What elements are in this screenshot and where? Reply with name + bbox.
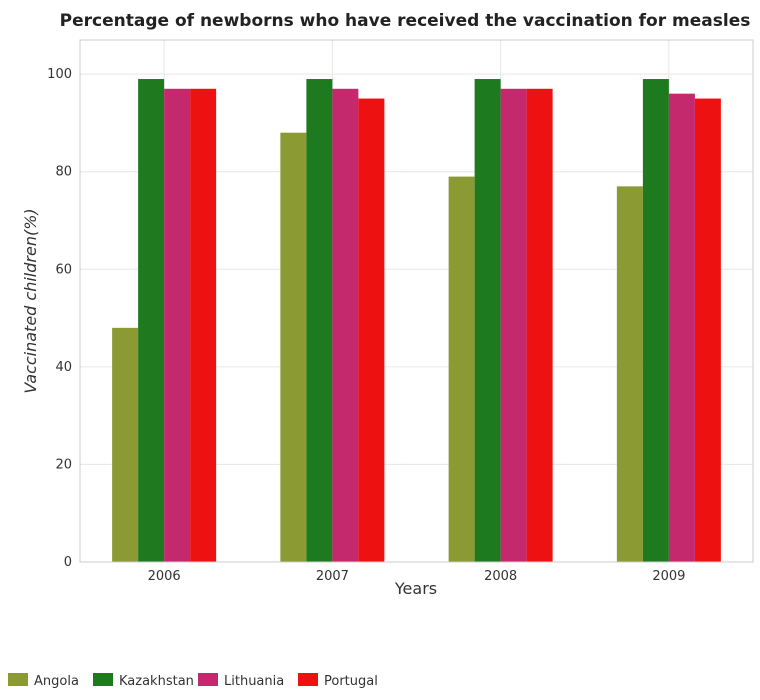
bar-angola-2009 (616, 186, 643, 562)
y-axis-label: Vaccinated children(%) (21, 208, 40, 393)
legend-label-lithuania: Lithuania (224, 674, 284, 689)
bar-portugal-2007 (358, 98, 385, 562)
legend-swatch-portugal (298, 673, 318, 686)
bars (112, 79, 721, 563)
x-tick-label: 2009 (652, 569, 685, 584)
x-axis-label: Years (394, 579, 437, 598)
plot-frame (79, 39, 754, 563)
bar-angola-2007 (280, 132, 307, 562)
legend-swatch-angola (8, 673, 28, 686)
x-axis-ticks: 2006 2007 2008 2009 (148, 569, 686, 584)
legend-label-portugal: Portugal (324, 674, 378, 689)
chart-title: Percentage of newborns who have received… (60, 11, 751, 31)
bar-lithuania-2006 (164, 88, 191, 563)
y-tick-label: 0 (64, 555, 72, 570)
legend-label-angola: Angola (34, 674, 79, 689)
bar-lithuania-2007 (332, 88, 359, 563)
bar-kazakhstan-2006 (138, 79, 165, 562)
legend: Angola Kazakhstan Lithuania Portugal (8, 673, 378, 689)
y-tick-label: 40 (55, 360, 72, 375)
bar-portugal-2009 (694, 98, 721, 562)
bar-angola-2008 (448, 176, 475, 562)
x-tick-label: 2007 (316, 569, 349, 584)
legend-swatch-kazakhstan (93, 673, 113, 686)
bar-portugal-2008 (526, 88, 553, 563)
bar-portugal-2006 (190, 88, 217, 563)
y-tick-label: 60 (55, 262, 72, 277)
bar-angola-2006 (112, 327, 139, 562)
bar-lithuania-2009 (668, 93, 695, 563)
bar-kazakhstan-2008 (474, 79, 501, 562)
legend-swatch-lithuania (198, 673, 218, 686)
y-axis-ticks: 0 20 40 60 80 100 (47, 67, 72, 570)
y-tick-label: 100 (47, 67, 72, 82)
x-tick-label: 2008 (484, 569, 517, 584)
x-tick-label: 2006 (148, 569, 181, 584)
y-tick-label: 20 (55, 457, 72, 472)
y-tick-label: 80 (55, 165, 72, 180)
bar-kazakhstan-2007 (306, 79, 333, 562)
legend-label-kazakhstan: Kazakhstan (119, 674, 194, 689)
bar-lithuania-2008 (500, 88, 527, 563)
bar-kazakhstan-2009 (642, 79, 669, 562)
